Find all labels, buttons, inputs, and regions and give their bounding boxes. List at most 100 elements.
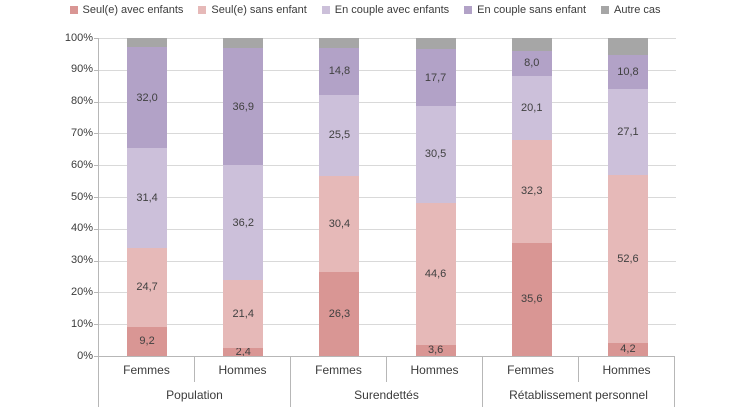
legend-swatch-icon xyxy=(69,6,78,14)
data-label: 25,5 xyxy=(328,129,351,142)
data-label: 10,8 xyxy=(617,66,639,79)
bar-segment: 8,0 xyxy=(511,50,552,77)
y-axis-tick-mark xyxy=(94,101,98,103)
data-label: 20,1 xyxy=(521,102,543,115)
bar-segment xyxy=(223,38,264,48)
gridline xyxy=(99,69,676,71)
gridline xyxy=(99,228,676,230)
gridline xyxy=(99,324,676,326)
data-label: 30,4 xyxy=(328,218,351,231)
bar-cell-population-hommes: 2,4 21,4 36,2 36,9 xyxy=(195,38,291,358)
bar-cell-r-tablissement-personnel-hommes: 4,2 52,6 27,1 10,8 xyxy=(580,38,676,356)
bar-segment: 30,5 xyxy=(415,105,456,203)
data-label: 52,6 xyxy=(617,253,639,266)
bars-container: 9,2 24,7 31,4 32,0 2,4 21,4 36,2 36,9 26,3 30,4 25… xyxy=(99,38,676,358)
data-label: 21,4 xyxy=(232,308,254,321)
y-axis-tick-label: 50% xyxy=(70,190,93,203)
bar-segment: 24,7 xyxy=(127,248,168,327)
data-label: 24,7 xyxy=(136,281,158,294)
bar-segment: 36,2 xyxy=(223,165,264,281)
data-label: 32,0 xyxy=(136,91,158,104)
y-axis-tick-mark xyxy=(94,324,98,326)
gridline xyxy=(99,197,676,198)
x-axis-categories: Femmes Hommes Femmes Hommes Femmes Hommes xyxy=(98,356,675,382)
legend-label: En couple avec enfants xyxy=(334,4,450,16)
legend-item: En couple sans enfant xyxy=(464,4,586,16)
gridline xyxy=(99,165,676,167)
x-axis-group-label: Population xyxy=(99,382,291,407)
y-axis-tick-label: 100% xyxy=(64,31,93,44)
legend-swatch-icon xyxy=(601,6,610,14)
legend-label: Autre cas xyxy=(614,4,661,16)
bar-segment xyxy=(319,38,360,48)
gridline xyxy=(99,260,676,262)
data-label: 26,3 xyxy=(328,308,351,321)
data-label: 44,6 xyxy=(424,267,447,280)
y-axis-tick-label: 60% xyxy=(70,158,93,171)
bar-segment: 14,8 xyxy=(319,47,360,95)
data-label: 35,6 xyxy=(521,293,543,306)
bar-segment: 44,6 xyxy=(415,202,456,345)
bar-cell-surendett-s-hommes: 3,6 44,6 30,5 17,7 xyxy=(388,38,484,356)
bar-cell-population-femmes: 9,2 24,7 31,4 32,0 xyxy=(99,38,195,356)
bar-segment: 4,2 xyxy=(607,342,648,356)
bar-segment: 31,4 xyxy=(127,148,168,249)
y-axis-tick-label: 10% xyxy=(70,317,93,330)
data-label: 27,1 xyxy=(617,126,639,139)
stacked-bar: 4,2 52,6 27,1 10,8 xyxy=(607,38,648,356)
legend-item: En couple avec enfants xyxy=(321,4,450,16)
chart-legend: Seul(e) avec enfants Seul(e) sans enfant E… xyxy=(0,4,730,16)
data-label: 36,9 xyxy=(232,100,254,113)
y-axis-tick-mark xyxy=(94,38,98,39)
gridline xyxy=(99,101,676,103)
data-label: 30,5 xyxy=(424,148,447,161)
x-axis-category-label: Hommes xyxy=(387,357,483,382)
legend-swatch-icon xyxy=(464,6,473,14)
y-axis-tick-label: 20% xyxy=(70,285,93,298)
data-label: 14,8 xyxy=(328,65,351,78)
stacked-bar: 35,6 32,3 20,1 8,0 xyxy=(511,38,552,356)
data-label: 8,0 xyxy=(524,57,540,70)
y-axis-tick-label: 80% xyxy=(70,95,93,108)
data-label: 9,2 xyxy=(139,335,155,348)
x-axis-category-label: Hommes xyxy=(195,357,291,382)
bar-segment: 52,6 xyxy=(607,175,648,343)
bar-segment: 35,6 xyxy=(511,242,552,356)
gridline xyxy=(99,133,676,135)
legend-label: En couple sans enfant xyxy=(477,4,587,16)
bar-segment: 25,5 xyxy=(319,94,360,176)
x-axis-category-label: Femmes xyxy=(99,357,195,382)
bar-segment xyxy=(127,38,168,47)
legend-item: Seul(e) avec enfants xyxy=(69,4,183,16)
legend-item: Autre cas xyxy=(601,4,660,16)
bar-segment xyxy=(607,38,648,55)
bar-segment: 26,3 xyxy=(319,272,360,356)
data-label: 17,7 xyxy=(424,71,447,84)
bar-cell-surendett-s-femmes: 26,3 30,4 25,5 14,8 xyxy=(291,38,387,356)
bar-segment: 30,4 xyxy=(319,175,360,273)
bar-segment: 2,4 xyxy=(223,346,264,358)
legend-item: Seul(e) sans enfant xyxy=(198,4,307,16)
y-axis-tick-label: 70% xyxy=(70,126,93,139)
bar-segment: 20,1 xyxy=(511,76,552,141)
data-label: 31,4 xyxy=(136,192,158,205)
y-axis-tick-mark xyxy=(94,228,98,230)
x-axis-group-label: Surendettés xyxy=(291,382,483,407)
y-axis-tick-mark xyxy=(94,260,98,262)
gridline xyxy=(99,38,676,39)
x-axis-category-label: Femmes xyxy=(483,357,579,382)
y-axis-tick-mark xyxy=(94,165,98,167)
data-label: 3,6 xyxy=(427,344,444,357)
y-axis-tick-mark xyxy=(94,197,98,198)
y-axis-tick-label: 0% xyxy=(77,349,93,362)
bar-cell-r-tablissement-personnel-femmes: 35,6 32,3 20,1 8,0 xyxy=(484,38,580,356)
stacked-bar: 9,2 24,7 31,4 32,0 xyxy=(127,38,168,356)
y-axis-tick-label: 40% xyxy=(70,222,93,235)
data-label: 4,2 xyxy=(620,343,636,356)
x-axis-groups: Population Surendettés Rétablissement pers… xyxy=(98,382,675,407)
data-label: 36,2 xyxy=(232,216,254,229)
bar-segment: 10,8 xyxy=(607,54,648,90)
y-axis-tick-mark xyxy=(94,69,98,71)
stacked-bar: 3,6 44,6 30,5 17,7 xyxy=(415,38,456,357)
